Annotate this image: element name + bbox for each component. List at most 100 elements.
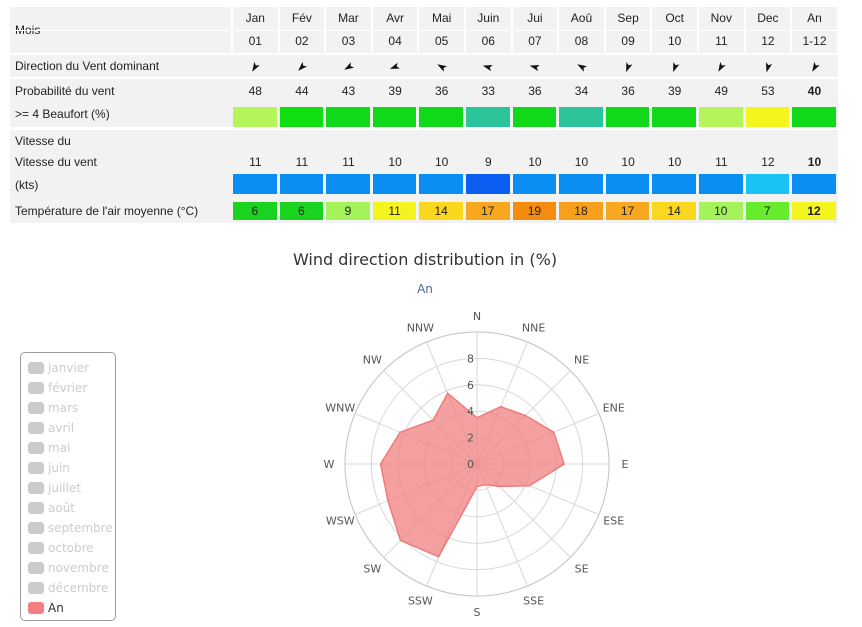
legend-swatch bbox=[28, 542, 44, 554]
direction-label: SSE bbox=[523, 595, 544, 608]
month-name: Mar bbox=[338, 11, 359, 25]
wind-speed-value: 11 bbox=[342, 155, 355, 169]
wind-probability-bar bbox=[279, 107, 324, 127]
wind-probability-value: 53 bbox=[761, 84, 775, 98]
month-number: 10 bbox=[668, 34, 682, 48]
direction-label: ENE bbox=[603, 401, 625, 414]
month-name: Avr bbox=[386, 11, 404, 25]
wind-probability-value: 48 bbox=[248, 84, 262, 98]
wind-speed-value: 11 bbox=[249, 155, 262, 169]
wind-speed-bar bbox=[792, 174, 836, 194]
wind-speed-bar bbox=[699, 174, 743, 194]
direction-label: NNW bbox=[407, 321, 434, 334]
temperature-cell: 19 bbox=[512, 202, 557, 220]
wind-probability-value: 43 bbox=[341, 84, 356, 98]
wind-direction-arrow bbox=[622, 60, 634, 73]
temperature-cell: 6 bbox=[279, 202, 324, 220]
direction-label: N bbox=[473, 310, 481, 323]
month-number: 11 bbox=[715, 34, 728, 48]
temperature-cell: 6 bbox=[233, 202, 277, 220]
wind-direction-arrow bbox=[249, 60, 261, 72]
temperature-cell: 9 bbox=[326, 202, 370, 220]
temperature-cell: 10 bbox=[699, 202, 743, 220]
direction-label: SSW bbox=[408, 595, 433, 608]
wind-speed-value: 10 bbox=[528, 155, 542, 169]
wind-speed-bar bbox=[279, 174, 324, 194]
wind-direction-arrow bbox=[809, 60, 821, 72]
wind-direction-arrow bbox=[576, 60, 588, 72]
legend-label: février bbox=[48, 381, 88, 395]
legend-label: novembre bbox=[48, 561, 109, 575]
legend-label: septembre bbox=[48, 521, 113, 535]
legend-swatch bbox=[28, 562, 44, 574]
wind-speed-value: 10 bbox=[574, 155, 589, 169]
wind-probability-value: 39 bbox=[668, 84, 682, 98]
direction-label: NE bbox=[574, 353, 589, 366]
wind-probability-bar bbox=[466, 107, 510, 127]
wind-speed-bar bbox=[559, 174, 603, 194]
month-number: 06 bbox=[481, 34, 495, 48]
legend-label: janvier bbox=[48, 361, 90, 375]
direction-label: NNE bbox=[522, 321, 545, 334]
month-number: 1-12 bbox=[802, 34, 827, 48]
wind-probability-value: 34 bbox=[574, 84, 589, 98]
direction-label: S bbox=[474, 606, 481, 619]
wind-speed-value: 10 bbox=[807, 155, 822, 169]
temperature-cell: 17 bbox=[466, 202, 510, 220]
wind-speed-value: 11 bbox=[715, 155, 728, 169]
legend-swatch bbox=[28, 522, 44, 534]
month-name: An bbox=[807, 11, 822, 25]
legend-label: août bbox=[48, 501, 76, 515]
wind-speed-value: 10 bbox=[668, 155, 682, 169]
temperature-cell: 11 bbox=[372, 202, 417, 220]
legend-swatch bbox=[28, 422, 44, 434]
wind-direction-arrow bbox=[669, 60, 681, 73]
month-number: 02 bbox=[295, 34, 309, 48]
wind-speed-bar bbox=[466, 174, 510, 194]
legend-swatch bbox=[28, 402, 44, 414]
month-name: Jan bbox=[245, 11, 265, 25]
wind-direction-arrow bbox=[762, 60, 774, 73]
legend-label: mai bbox=[48, 441, 71, 455]
wind-statistics-table: Mois Direction du Vent dominant Probabilit… bbox=[10, 7, 839, 223]
header-separator bbox=[10, 30, 838, 31]
legend-swatch bbox=[28, 442, 44, 454]
direction-label: E bbox=[622, 458, 629, 471]
wind-probability-bar bbox=[233, 107, 277, 127]
chart-title: Wind direction distribution in (%) bbox=[292, 250, 558, 269]
legend-label: juillet bbox=[48, 481, 82, 495]
wind-probability-value: 33 bbox=[481, 84, 495, 98]
legend-swatch bbox=[28, 382, 44, 394]
wind-speed-bar bbox=[326, 174, 370, 194]
direction-label: WSW bbox=[326, 515, 355, 528]
wind-probability-bar bbox=[792, 107, 836, 127]
direction-label: NW bbox=[363, 353, 382, 366]
wind-speed-bar bbox=[372, 174, 417, 194]
wind-speed-value: 12 bbox=[761, 155, 775, 169]
wind-speed-value: 10 bbox=[621, 155, 635, 169]
month-number: 04 bbox=[388, 34, 402, 48]
wind-speed-bar bbox=[233, 174, 277, 194]
month-number: 07 bbox=[528, 34, 542, 48]
radial-tick-label: 0 bbox=[467, 458, 474, 471]
row-label-speed-unit: (kts) bbox=[10, 178, 232, 192]
direction-label: W bbox=[324, 458, 335, 471]
wind-probability-value: 40 bbox=[807, 84, 822, 98]
temperature-cell: 18 bbox=[559, 202, 603, 220]
row-label-speed: Vitesse du vent bbox=[10, 155, 232, 169]
wind-probability-bar bbox=[605, 107, 650, 127]
legend-swatch bbox=[28, 462, 44, 474]
month-name: Oct bbox=[665, 11, 685, 25]
wind-direction-arrow bbox=[389, 60, 401, 72]
wind-speed-value: 9 bbox=[484, 155, 492, 169]
wind-probability-value: 36 bbox=[435, 84, 449, 98]
legend-label: An bbox=[48, 601, 64, 615]
wind-direction-arrow bbox=[436, 60, 448, 72]
legend-swatch bbox=[28, 502, 44, 514]
month-name: Juin bbox=[477, 11, 500, 25]
legend-swatch bbox=[28, 602, 44, 614]
legend-swatch bbox=[28, 362, 44, 374]
wind-speed-bar bbox=[419, 174, 463, 194]
wind-speed-bar bbox=[512, 174, 557, 194]
